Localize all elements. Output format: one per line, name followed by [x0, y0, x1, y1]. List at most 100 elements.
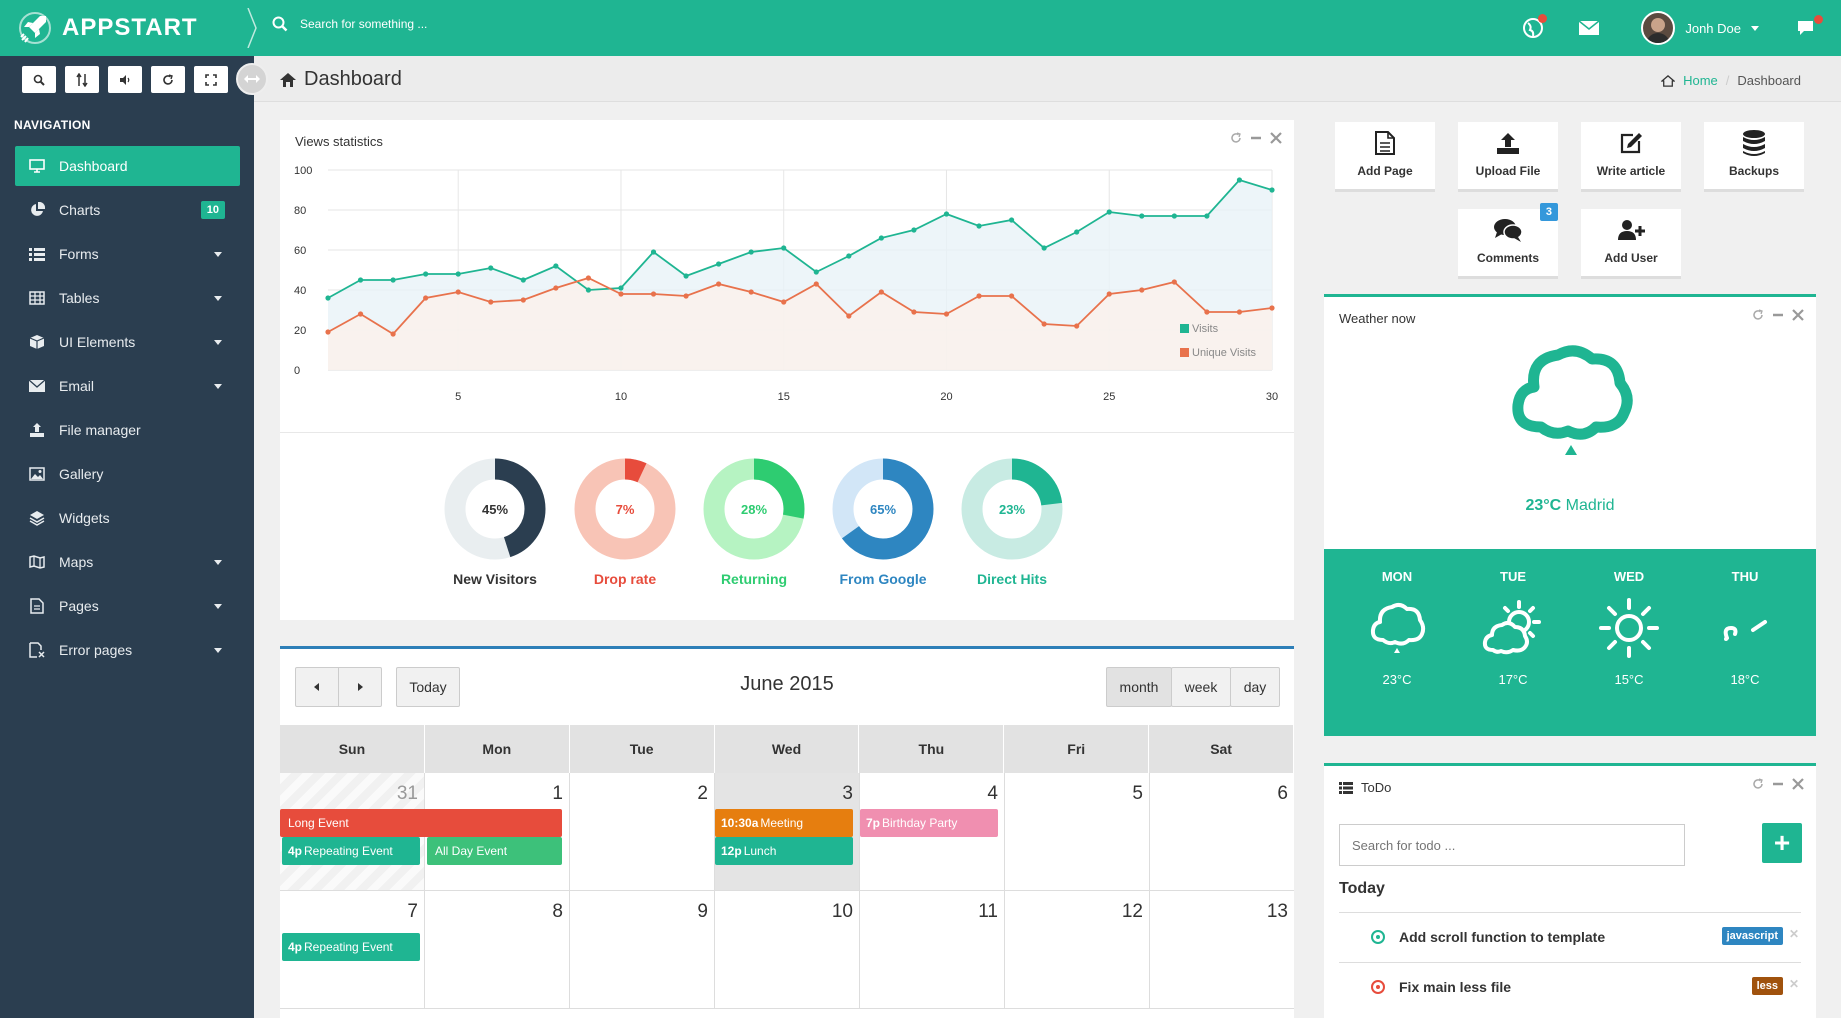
calendar-day-cell[interactable]: 8	[425, 891, 570, 1008]
forecast-day-name: MON	[1381, 569, 1413, 584]
data-point	[748, 289, 754, 295]
panel-title: Views statistics	[295, 134, 383, 149]
calendar-day-cell[interactable]: 1	[425, 773, 570, 890]
calendar-day-cell[interactable]: 4	[860, 773, 1005, 890]
data-point	[1171, 279, 1177, 285]
sidebar-item-file-manager[interactable]: File manager	[15, 410, 240, 450]
calendar-day-cell[interactable]: 5	[1005, 773, 1150, 890]
sidebar-toggle-button[interactable]	[236, 63, 268, 95]
legend-label: Unique Visits	[1192, 347, 1256, 359]
sidebar-item-label: Error pages	[59, 642, 133, 658]
sort-button[interactable]	[65, 66, 99, 93]
page-title-text: Dashboard	[304, 68, 402, 90]
close-icon[interactable]	[1270, 132, 1282, 144]
data-point	[553, 285, 559, 291]
add-page-button[interactable]: Add Page	[1335, 122, 1435, 192]
month-view-button[interactable]: month	[1106, 667, 1172, 707]
add-todo-button[interactable]: +	[1762, 823, 1802, 863]
delete-todo-icon[interactable]: ✕	[1788, 927, 1799, 941]
write-article-button[interactable]: Write article	[1581, 122, 1681, 192]
calendar-event[interactable]: 4p Repeating Event	[282, 933, 420, 961]
minimize-icon[interactable]	[1772, 778, 1784, 790]
mail-button[interactable]	[1561, 20, 1617, 36]
sidebar-item-maps[interactable]: Maps	[15, 542, 240, 582]
calendar-event[interactable]: 4p Repeating Event	[282, 837, 420, 865]
brand-logo[interactable]: APPSTART	[18, 6, 198, 50]
close-icon[interactable]	[1792, 309, 1804, 321]
minimize-icon[interactable]	[1250, 132, 1262, 144]
search-input[interactable]	[300, 17, 520, 31]
calendar-day-cell[interactable]: 6	[1150, 773, 1294, 890]
data-point	[943, 211, 950, 217]
fullscreen-button[interactable]	[194, 66, 228, 93]
data-point	[976, 293, 982, 299]
minimize-icon[interactable]	[1772, 309, 1784, 321]
todo-search-input[interactable]	[1339, 824, 1685, 866]
sidebar-item-label: Email	[59, 378, 95, 394]
backups-button[interactable]: Backups	[1704, 122, 1804, 192]
todo-checkbox[interactable]	[1371, 930, 1385, 944]
calendar-day-cell[interactable]: 11	[860, 891, 1005, 1008]
data-point	[781, 299, 787, 305]
search-button[interactable]	[22, 66, 56, 93]
next-month-button[interactable]	[338, 667, 382, 707]
todo-item: Fix main less file less ✕	[1339, 962, 1801, 1010]
chat-button[interactable]	[1779, 15, 1835, 38]
close-icon[interactable]	[1792, 778, 1804, 790]
calendar-event[interactable]: Long Event	[280, 809, 562, 837]
delete-todo-icon[interactable]: ✕	[1788, 977, 1799, 991]
count-badge: 10	[200, 201, 225, 219]
calendar-event[interactable]: All Day Event	[427, 837, 562, 865]
todo-text: Add scroll function to template	[1399, 928, 1606, 945]
today-button[interactable]: Today	[396, 667, 460, 707]
caret-down-icon	[214, 604, 222, 609]
sidebar-item-forms[interactable]: Forms	[15, 234, 240, 274]
calendar-day-cell[interactable]: 2	[570, 773, 715, 890]
calendar-day-cell[interactable]: 7	[280, 891, 425, 1008]
day-view-button[interactable]: day	[1230, 667, 1280, 707]
day-number: 6	[1277, 783, 1288, 804]
upload-file-button[interactable]: Upload File	[1458, 122, 1558, 192]
add-user-button[interactable]: Add User	[1581, 209, 1681, 279]
calendar-event[interactable]: 12p Lunch	[715, 837, 853, 865]
globe-button[interactable]	[1505, 14, 1561, 39]
sidebar-item-tables[interactable]: Tables	[15, 278, 240, 318]
donut-value-arc	[703, 458, 805, 560]
refresh-icon[interactable]	[1752, 309, 1764, 321]
comments-button[interactable]: Comments 3	[1458, 203, 1558, 279]
calendar-event[interactable]: 10:30a Meeting	[715, 809, 853, 837]
todo-section-heading: Today	[1339, 880, 1385, 897]
week-view-button[interactable]: week	[1171, 667, 1231, 707]
refresh-button[interactable]	[151, 66, 185, 93]
sidebar-item-charts[interactable]: Charts 10	[15, 190, 240, 230]
calendar-day-cell[interactable]: 13	[1150, 891, 1294, 1008]
data-point	[716, 281, 722, 287]
refresh-icon[interactable]	[1752, 778, 1764, 790]
volume-button[interactable]	[108, 66, 142, 93]
sidebar-item-dashboard[interactable]: Dashboard	[15, 146, 240, 186]
calendar-day-cell[interactable]: 12	[1005, 891, 1150, 1008]
caret-down-icon	[214, 384, 222, 389]
page-header: Dashboard Home / Dashboard	[236, 56, 1841, 102]
calendar-event[interactable]: 7p Birthday Party	[860, 809, 998, 837]
x-tick-label: 5	[455, 391, 461, 403]
data-point	[813, 269, 819, 275]
weekday-header: Thu	[859, 725, 1005, 773]
user-menu[interactable]: Jonh Doe	[1641, 11, 1759, 45]
breadcrumb-home-link[interactable]: Home	[1683, 73, 1718, 88]
sidebar-item-gallery[interactable]: Gallery	[15, 454, 240, 494]
data-point	[1074, 323, 1080, 329]
donut-value-label: 7%	[616, 502, 635, 517]
todo-checkbox[interactable]	[1371, 980, 1385, 994]
sidebar-item-ui-elements[interactable]: UI Elements	[15, 322, 240, 362]
calendar-day-cell[interactable]: 10	[715, 891, 860, 1008]
sidebar-item-error-pages[interactable]: Error pages	[15, 630, 240, 670]
data-point	[1171, 213, 1177, 219]
refresh-icon[interactable]	[1230, 132, 1242, 144]
sidebar-item-email[interactable]: Email	[15, 366, 240, 406]
sidebar-item-widgets[interactable]: Widgets	[15, 498, 240, 538]
sidebar-item-label: Dashboard	[59, 158, 128, 174]
calendar-day-cell[interactable]: 9	[570, 891, 715, 1008]
panel-title-group: ToDo	[1339, 780, 1391, 795]
sidebar-item-pages[interactable]: Pages	[15, 586, 240, 626]
